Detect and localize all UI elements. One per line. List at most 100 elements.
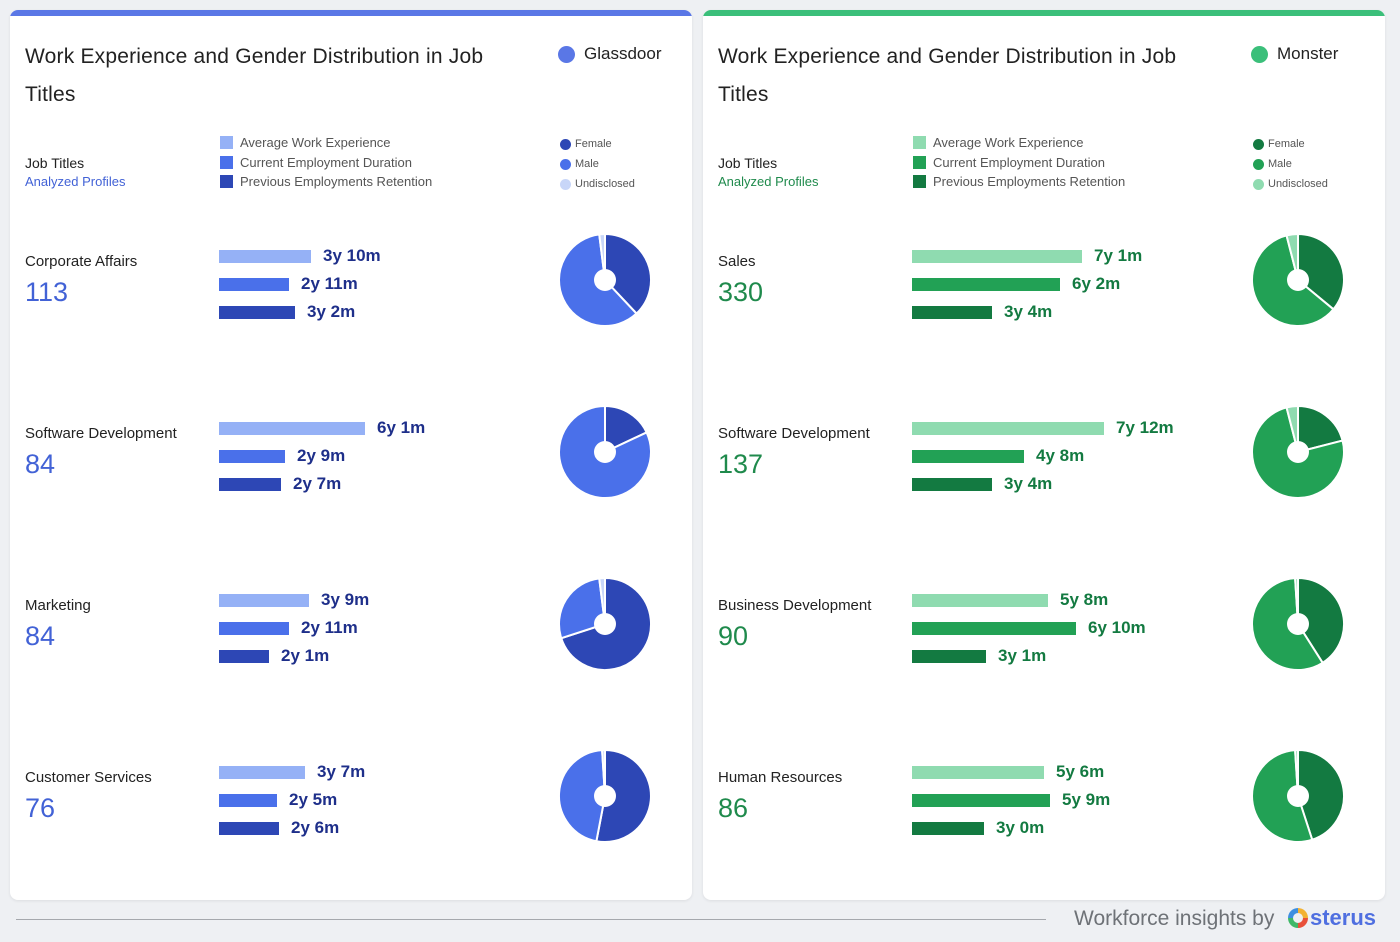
- source-dot-icon: [1251, 45, 1268, 63]
- donut-hole: [594, 441, 616, 463]
- legend-label: Female: [575, 138, 612, 150]
- brand-logo: sterus: [1287, 905, 1376, 931]
- undisclosed-slice: [1294, 748, 1299, 797]
- source-legend: Glassdoor: [558, 43, 661, 65]
- undisclosed-slice: [598, 232, 606, 281]
- current-employment-bar: [219, 450, 285, 463]
- female-dot-icon: [1253, 138, 1264, 150]
- job-row-corporate-affairs: Corporate Affairs 113 3y 10m 2y 11m 3y 2m: [10, 232, 692, 375]
- gender-donut: [558, 748, 652, 843]
- undisclosed-dot-icon: [1253, 178, 1264, 190]
- job-row-customer-services: Customer Services 76 3y 7m 2y 5m 2y 6m: [10, 748, 692, 891]
- legend-label: Current Employment Duration: [240, 154, 412, 170]
- job-title: Human Resources: [718, 769, 843, 786]
- female-slice: [595, 748, 652, 843]
- legend-swatch-icon: [220, 175, 233, 189]
- current-employment-bar: [219, 794, 277, 807]
- legend-swatch-icon: [220, 136, 233, 150]
- job-title: Software Development: [718, 425, 870, 442]
- undisclosed-slice: [598, 576, 606, 625]
- bar-value-label: 4y 8m: [1036, 446, 1085, 465]
- previous-retention-bar: [912, 306, 992, 319]
- legend-label: Previous Employments Retention: [933, 174, 1126, 190]
- source-name: Glassdoor: [584, 44, 662, 63]
- bar-value-label: 5y 9m: [1062, 790, 1111, 809]
- gender-donut: [558, 576, 652, 671]
- bar-value-label: 3y 9m: [321, 590, 370, 609]
- profile-count: 76: [25, 793, 56, 823]
- male-slice: [558, 749, 607, 843]
- bar-value-label: 2y 5m: [289, 790, 338, 809]
- legend-label: Average Work Experience: [240, 135, 391, 151]
- profile-count: 86: [718, 793, 749, 823]
- legend-item-male: Male: [560, 154, 635, 174]
- profile-count: 90: [718, 621, 749, 651]
- female-slice: [1297, 404, 1344, 454]
- profile-count: 84: [25, 449, 56, 479]
- job-title: Sales: [718, 253, 756, 270]
- female-dot-icon: [560, 138, 571, 150]
- average-experience-bar: [912, 766, 1044, 779]
- average-experience-bar: [219, 422, 365, 435]
- current-employment-bar: [912, 450, 1024, 463]
- bar-value-label: 3y 2m: [307, 302, 356, 321]
- job-row-software-development: Software Development 84 6y 1m 2y 9m 2y 7m: [10, 404, 692, 547]
- monster-panel: Work Experience and Gender Distribution …: [703, 10, 1385, 900]
- bar-value-label: 6y 2m: [1072, 274, 1121, 293]
- average-experience-bar: [219, 250, 311, 263]
- donut-hole: [1287, 441, 1309, 463]
- legend-item-average-experience: Average Work Experience: [913, 133, 1125, 153]
- gender-donut: [1251, 404, 1345, 500]
- glassdoor-panel: Work Experience and Gender Distribution …: [10, 10, 692, 900]
- average-experience-bar: [912, 250, 1082, 263]
- undisclosed-slice: [1285, 232, 1299, 281]
- job-row-business-development: Business Development 90 5y 8m 6y 10m 3y 1m: [703, 576, 1385, 719]
- gender-donut: [558, 404, 652, 499]
- panel-top-accent: [703, 10, 1385, 16]
- average-experience-bar: [912, 594, 1048, 607]
- gender-legend: Female Male Undisclosed: [560, 134, 635, 194]
- legend-swatch-icon: [913, 155, 926, 169]
- source-dot-icon: [558, 45, 575, 63]
- legend-label: Previous Employments Retention: [240, 174, 433, 190]
- legend-label: Current Employment Duration: [933, 154, 1105, 170]
- undisclosed-slice: [601, 748, 606, 797]
- legend-item-current-employment: Current Employment Duration: [913, 153, 1125, 173]
- profile-count: 113: [25, 277, 69, 307]
- gender-donut: [1251, 748, 1345, 843]
- analyzed-profiles-header: Analyzed Profiles: [25, 174, 126, 189]
- job-row-sales: Sales 330 7y 1m 6y 2m 3y 4m: [703, 232, 1385, 375]
- profile-count: 330: [718, 277, 764, 307]
- source-name: Monster: [1277, 44, 1339, 63]
- gender-donut: [1250, 232, 1345, 327]
- footer-divider: [16, 919, 1046, 920]
- previous-retention-bar: [912, 822, 984, 835]
- undisclosed-dot-icon: [560, 178, 571, 190]
- donut-hole: [1287, 785, 1309, 807]
- legend-label: Male: [575, 158, 599, 170]
- donut-hole: [594, 613, 616, 635]
- legend-item-average-experience: Average Work Experience: [220, 133, 432, 153]
- current-employment-bar: [219, 278, 289, 291]
- bar-value-label: 5y 8m: [1060, 590, 1109, 609]
- legend-item-previous-retention: Previous Employments Retention: [913, 172, 1125, 192]
- gender-legend: Female Male Undisclosed: [1253, 134, 1328, 194]
- panel-title: Work Experience and Gender Distribution …: [718, 45, 1177, 106]
- legend-swatch-icon: [220, 155, 233, 169]
- male-dot-icon: [1253, 158, 1264, 170]
- bar-value-label: 6y 10m: [1088, 618, 1146, 637]
- legend-label: Average Work Experience: [933, 135, 1084, 151]
- legend-swatch-icon: [913, 175, 926, 189]
- bar-value-label: 2y 11m: [301, 618, 358, 637]
- bar-value-label: 3y 0m: [996, 818, 1045, 837]
- job-row-marketing: Marketing 84 3y 9m 2y 11m 2y 1m: [10, 576, 692, 719]
- legend-item-female: Female: [1253, 134, 1328, 154]
- panel-title: Work Experience and Gender Distribution …: [25, 45, 484, 106]
- job-title: Corporate Affairs: [25, 253, 138, 270]
- bar-value-label: 2y 6m: [291, 818, 340, 837]
- legend-item-female: Female: [560, 134, 635, 154]
- previous-retention-bar: [219, 306, 295, 319]
- bar-legend: Average Work Experience Current Employme…: [220, 133, 432, 192]
- legend-label: Undisclosed: [575, 178, 635, 190]
- current-employment-bar: [912, 622, 1076, 635]
